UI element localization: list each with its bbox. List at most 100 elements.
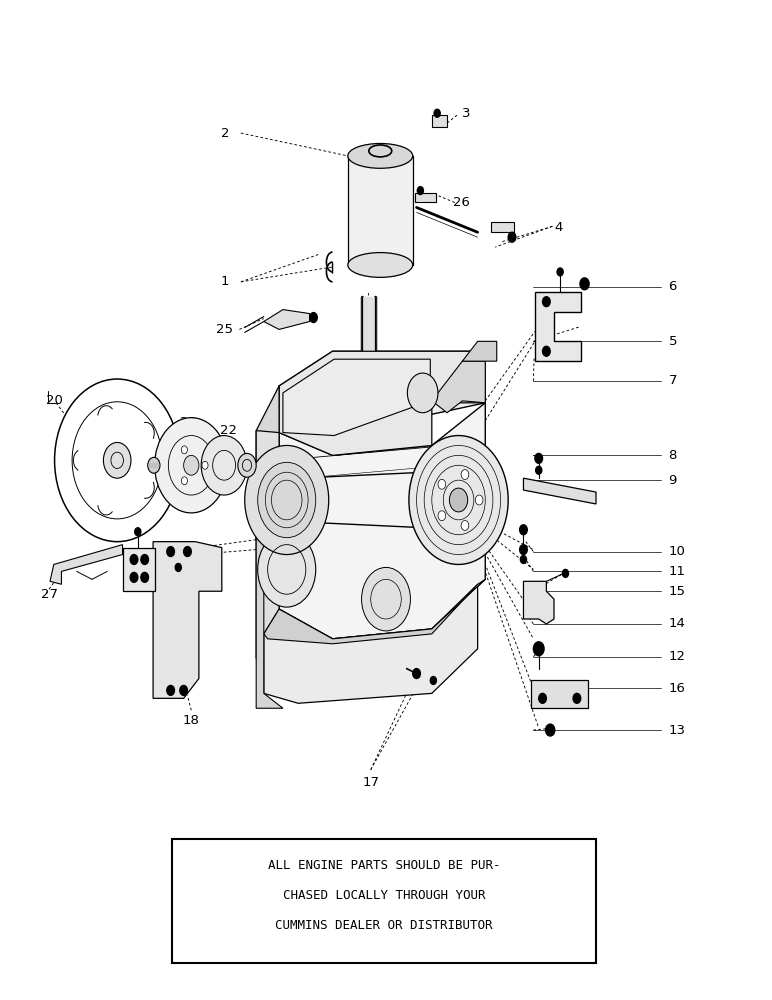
Polygon shape bbox=[432, 361, 486, 413]
Circle shape bbox=[245, 445, 329, 555]
Polygon shape bbox=[153, 542, 222, 698]
Circle shape bbox=[449, 488, 468, 512]
Circle shape bbox=[184, 547, 191, 557]
Text: CHASED LOCALLY THROUGH YOUR: CHASED LOCALLY THROUGH YOUR bbox=[283, 889, 486, 902]
Text: 18: 18 bbox=[183, 714, 200, 727]
Circle shape bbox=[184, 455, 199, 475]
Circle shape bbox=[520, 545, 527, 555]
Circle shape bbox=[543, 297, 550, 307]
Circle shape bbox=[103, 442, 131, 478]
Circle shape bbox=[258, 462, 316, 538]
Text: 4: 4 bbox=[554, 221, 562, 234]
Text: 2: 2 bbox=[221, 127, 229, 140]
Polygon shape bbox=[264, 310, 310, 329]
Text: 12: 12 bbox=[669, 650, 686, 663]
Text: 1: 1 bbox=[221, 275, 229, 288]
Text: 17: 17 bbox=[362, 776, 379, 789]
Polygon shape bbox=[432, 115, 447, 127]
Circle shape bbox=[418, 187, 423, 195]
Circle shape bbox=[181, 477, 188, 485]
FancyBboxPatch shape bbox=[172, 839, 596, 963]
Circle shape bbox=[310, 313, 317, 322]
Text: 5: 5 bbox=[669, 335, 677, 348]
Circle shape bbox=[141, 572, 148, 582]
Polygon shape bbox=[279, 403, 486, 639]
Text: 25: 25 bbox=[216, 323, 233, 336]
Circle shape bbox=[135, 528, 141, 536]
Circle shape bbox=[167, 547, 174, 557]
Text: 19: 19 bbox=[100, 426, 117, 439]
Circle shape bbox=[238, 453, 256, 477]
Polygon shape bbox=[462, 341, 496, 361]
Circle shape bbox=[130, 572, 138, 582]
Circle shape bbox=[539, 693, 547, 703]
Circle shape bbox=[476, 495, 483, 505]
Circle shape bbox=[563, 569, 568, 577]
Circle shape bbox=[154, 418, 228, 513]
Circle shape bbox=[580, 278, 589, 290]
Text: 16: 16 bbox=[669, 682, 686, 695]
Circle shape bbox=[543, 346, 550, 356]
Polygon shape bbox=[361, 297, 375, 350]
Circle shape bbox=[55, 379, 180, 542]
Polygon shape bbox=[279, 351, 486, 455]
Text: 13: 13 bbox=[669, 724, 686, 737]
Ellipse shape bbox=[348, 253, 413, 277]
Circle shape bbox=[361, 567, 411, 631]
Text: 7: 7 bbox=[669, 374, 677, 387]
Text: ALL ENGINE PARTS SHOULD BE PUR-: ALL ENGINE PARTS SHOULD BE PUR- bbox=[268, 859, 500, 872]
Circle shape bbox=[461, 521, 469, 530]
Circle shape bbox=[430, 677, 436, 684]
Polygon shape bbox=[531, 680, 588, 708]
Circle shape bbox=[438, 479, 445, 489]
Circle shape bbox=[147, 457, 160, 473]
Text: 15: 15 bbox=[669, 585, 686, 598]
Circle shape bbox=[573, 693, 581, 703]
Text: 11: 11 bbox=[669, 565, 686, 578]
Circle shape bbox=[181, 446, 188, 454]
Circle shape bbox=[258, 532, 316, 607]
Polygon shape bbox=[415, 193, 435, 202]
Circle shape bbox=[201, 436, 247, 495]
Text: 6: 6 bbox=[669, 280, 677, 293]
Circle shape bbox=[167, 685, 174, 695]
Circle shape bbox=[536, 466, 542, 474]
Polygon shape bbox=[149, 463, 158, 467]
Circle shape bbox=[557, 268, 563, 276]
Circle shape bbox=[434, 109, 440, 117]
Polygon shape bbox=[50, 545, 123, 584]
Polygon shape bbox=[264, 579, 486, 644]
Polygon shape bbox=[535, 292, 581, 361]
Circle shape bbox=[141, 555, 148, 564]
Circle shape bbox=[461, 470, 469, 479]
Circle shape bbox=[520, 525, 527, 535]
Circle shape bbox=[546, 724, 555, 736]
Text: 27: 27 bbox=[41, 588, 58, 601]
Text: 10: 10 bbox=[669, 545, 686, 558]
Polygon shape bbox=[348, 156, 413, 265]
Circle shape bbox=[413, 669, 421, 678]
Circle shape bbox=[533, 642, 544, 656]
Polygon shape bbox=[264, 584, 478, 703]
Circle shape bbox=[175, 563, 181, 571]
Text: CUMMINS DEALER OR DISTRIBUTOR: CUMMINS DEALER OR DISTRIBUTOR bbox=[276, 919, 493, 932]
Polygon shape bbox=[256, 520, 283, 708]
Text: 20: 20 bbox=[46, 394, 63, 407]
Circle shape bbox=[535, 453, 543, 463]
Text: 22: 22 bbox=[220, 424, 237, 437]
Polygon shape bbox=[492, 222, 514, 232]
Text: 23: 23 bbox=[180, 416, 197, 429]
Polygon shape bbox=[256, 431, 279, 659]
Circle shape bbox=[520, 556, 527, 563]
Ellipse shape bbox=[348, 143, 413, 168]
Text: 26: 26 bbox=[453, 196, 470, 209]
Circle shape bbox=[202, 461, 208, 469]
Text: 9: 9 bbox=[669, 474, 677, 487]
Text: 14: 14 bbox=[669, 617, 686, 630]
Polygon shape bbox=[123, 548, 155, 591]
Polygon shape bbox=[283, 359, 430, 436]
Text: 3: 3 bbox=[462, 107, 471, 120]
Circle shape bbox=[130, 555, 138, 564]
Circle shape bbox=[409, 436, 508, 564]
Polygon shape bbox=[523, 478, 596, 504]
